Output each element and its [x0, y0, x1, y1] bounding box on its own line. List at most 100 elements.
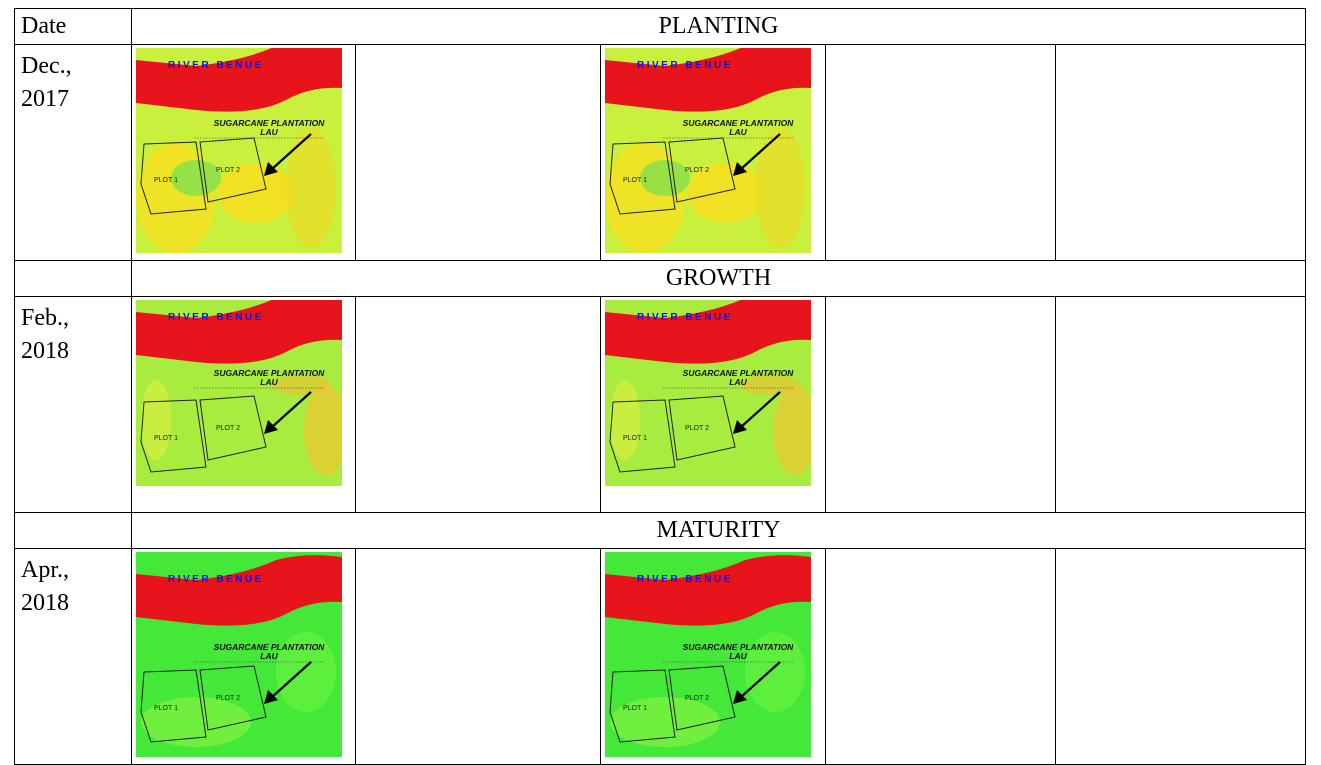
plot-2-boundary	[668, 665, 736, 731]
plot-2-label: PLOT 2	[216, 167, 240, 174]
low-vegetation-patch	[773, 385, 811, 475]
plot-1-label: PLOT 1	[623, 435, 647, 442]
arrow-icon	[740, 391, 781, 428]
empty-cell	[1055, 44, 1306, 261]
empty-cell	[355, 548, 601, 765]
map-cell: RIVER BENUE SUGARCANE PLANTATION LAU PLOT 1…	[600, 548, 826, 765]
ndvi-comparison-table: Date PLANTING Dec., 2017 RIVER BENUE SUGA…	[14, 8, 1306, 765]
plot-1-boundary	[609, 399, 676, 473]
low-vegetation-patch	[286, 128, 336, 248]
low-vegetation-patch	[740, 375, 800, 395]
maturity-image-row: Apr., 2018 RIVER BENUE SUGARCANE PLANTATI…	[14, 548, 1306, 765]
empty-cell	[355, 296, 601, 513]
date-label: Dec., 2017	[21, 53, 72, 112]
date-cell-growth: Feb., 2018	[14, 296, 132, 513]
plantation-label: SUGARCANE PLANTATION	[214, 118, 326, 128]
arrow-icon	[740, 661, 781, 698]
arrow-head-icon	[733, 420, 747, 434]
vegetation-patch	[745, 632, 805, 712]
low-vegetation-patch	[218, 163, 294, 223]
plantation-label: LAU	[729, 651, 747, 661]
river-label: RIVER BENUE	[168, 60, 264, 71]
arrow-head-icon	[733, 162, 747, 176]
date-cell-planting: Dec., 2017	[14, 44, 132, 261]
plot-2-boundary	[668, 137, 736, 203]
empty-cell	[14, 260, 132, 297]
arrow-icon	[271, 391, 312, 428]
date-cell-maturity: Apr., 2018	[14, 548, 132, 765]
plot-2-boundary	[199, 395, 267, 461]
vegetation-patch	[610, 380, 640, 460]
plot-1-label: PLOT 1	[154, 177, 178, 184]
date-column-header: Date	[14, 8, 132, 45]
plantation-label: LAU	[260, 377, 278, 387]
map-cell: RIVER BENUE SUGARCANE PLANTATION LAU PLOT 1…	[131, 296, 356, 513]
stage-row-maturity: MATURITY	[14, 512, 1306, 549]
low-vegetation-patch	[304, 385, 342, 475]
plot-2-boundary	[199, 665, 267, 731]
river-band	[605, 300, 811, 364]
map-cell: RIVER BENUE SUGARCANE PLANTATION LAU PLOT 1…	[600, 296, 826, 513]
river-band	[136, 555, 342, 626]
stage-header-planting: PLANTING	[131, 8, 1306, 45]
plantation-label: SUGARCANE PLANTATION	[214, 368, 326, 378]
river-label: RIVER BENUE	[637, 312, 733, 323]
empty-cell	[14, 512, 132, 549]
plot-1-label: PLOT 1	[623, 705, 647, 712]
date-label: Feb., 2018	[21, 305, 69, 364]
arrow-head-icon	[733, 690, 747, 704]
plot-2-label: PLOT 2	[685, 425, 709, 432]
stage-header-maturity: MATURITY	[131, 512, 1306, 549]
river-band	[605, 555, 811, 626]
date-label: Apr., 2018	[21, 557, 69, 616]
plot-1-label: PLOT 1	[154, 705, 178, 712]
river-band	[136, 300, 342, 364]
empty-cell	[825, 548, 1056, 765]
river-label: RIVER BENUE	[168, 574, 264, 585]
plantation-label: LAU	[260, 651, 278, 661]
low-vegetation-patch	[755, 128, 805, 248]
low-vegetation-patch	[687, 163, 763, 223]
plot-2-label: PLOT 2	[216, 425, 240, 432]
empty-cell	[1055, 548, 1306, 765]
plantation-label: SUGARCANE PLANTATION	[214, 642, 326, 652]
arrow-head-icon	[264, 162, 278, 176]
map-cell: RIVER BENUE SUGARCANE PLANTATION LAU PLOT 1…	[131, 44, 356, 261]
plot-1-label: PLOT 1	[154, 435, 178, 442]
plot-2-boundary	[668, 395, 736, 461]
map-cell: RIVER BENUE SUGARCANE PLANTATION LAU PLOT 1…	[600, 44, 826, 261]
river-band	[605, 48, 811, 112]
vegetation-patch	[276, 632, 336, 712]
river-label: RIVER BENUE	[637, 60, 733, 71]
plantation-label: LAU	[729, 127, 747, 137]
vegetation-patch	[171, 160, 221, 196]
low-vegetation-patch	[271, 375, 331, 395]
empty-cell	[355, 44, 601, 261]
plot-2-label: PLOT 2	[685, 167, 709, 174]
plot-2-label: PLOT 2	[685, 695, 709, 702]
arrow-icon	[271, 661, 312, 698]
vegetation-patch	[640, 160, 690, 196]
empty-cell	[825, 44, 1056, 261]
river-label: RIVER BENUE	[637, 574, 733, 585]
arrow-icon	[740, 133, 781, 170]
empty-cell	[825, 296, 1056, 513]
planting-image-row: Dec., 2017 RIVER BENUE SUGARCANE PLANTATI…	[14, 44, 1306, 261]
empty-cell	[1055, 296, 1306, 513]
plot-1-boundary	[140, 141, 207, 215]
plantation-label: SUGARCANE PLANTATION	[683, 368, 795, 378]
plot-1-label: PLOT 1	[623, 177, 647, 184]
plot-2-boundary	[199, 137, 267, 203]
stage-header-growth: GROWTH	[131, 260, 1306, 297]
plantation-label: LAU	[729, 377, 747, 387]
arrow-icon	[271, 133, 312, 170]
plot-2-label: PLOT 2	[216, 695, 240, 702]
plantation-label: SUGARCANE PLANTATION	[683, 642, 795, 652]
arrow-head-icon	[264, 420, 278, 434]
plantation-label: LAU	[260, 127, 278, 137]
